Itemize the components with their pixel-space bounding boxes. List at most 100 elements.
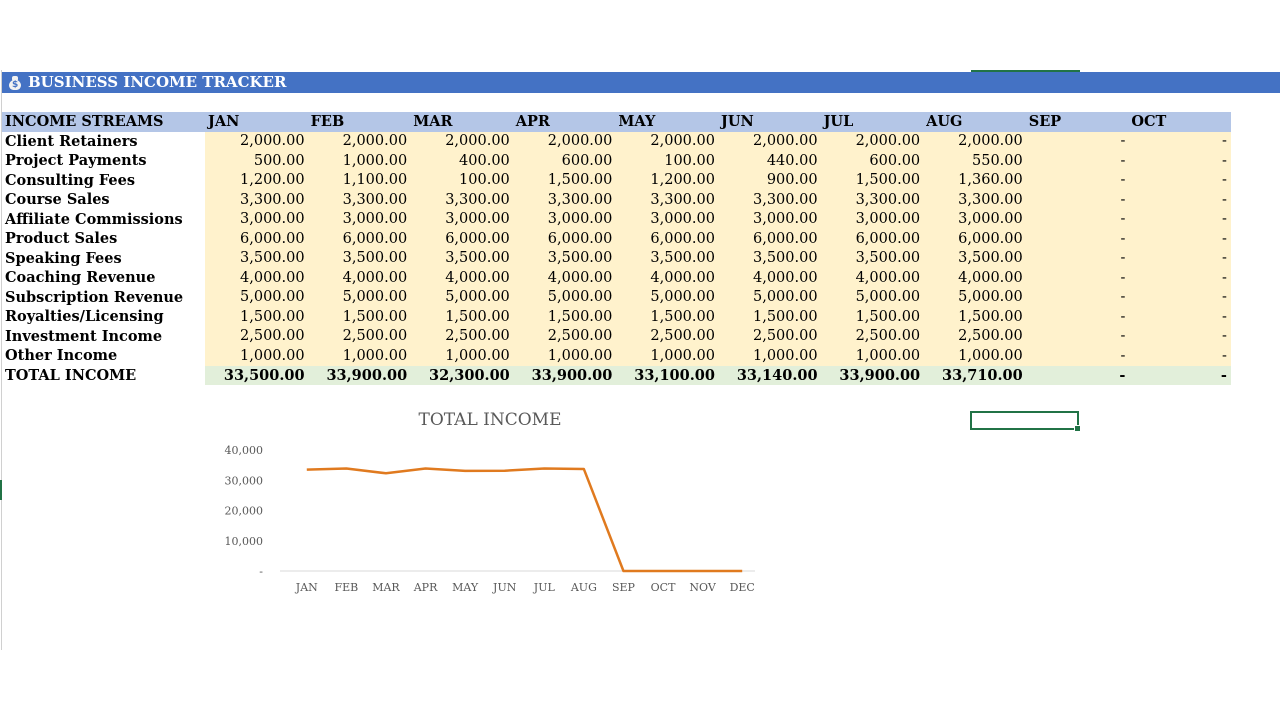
value-cell[interactable]: 1,000.00 bbox=[615, 346, 718, 366]
value-cell[interactable]: 2,500.00 bbox=[410, 326, 513, 346]
value-cell[interactable]: 1,500.00 bbox=[820, 307, 924, 327]
value-cell[interactable]: - bbox=[1128, 151, 1231, 171]
value-cell[interactable]: 2,500.00 bbox=[307, 326, 411, 346]
header-month-jan[interactable]: JAN bbox=[205, 112, 308, 132]
value-cell[interactable]: 1,500.00 bbox=[307, 307, 411, 327]
value-cell[interactable]: 4,000.00 bbox=[820, 268, 924, 288]
value-cell[interactable]: 3,500.00 bbox=[615, 248, 718, 268]
value-cell[interactable]: - bbox=[1128, 268, 1231, 288]
value-cell[interactable]: 6,000.00 bbox=[923, 229, 1026, 249]
header-month-jun[interactable]: JUN bbox=[717, 112, 821, 132]
data-point[interactable] bbox=[344, 466, 348, 470]
value-cell[interactable]: 3,000.00 bbox=[205, 209, 308, 229]
value-cell[interactable]: 3,300.00 bbox=[307, 190, 411, 210]
value-cell[interactable]: 6,000.00 bbox=[512, 229, 616, 249]
value-cell[interactable]: 1,100.00 bbox=[307, 170, 411, 190]
value-cell[interactable]: 5,000.00 bbox=[307, 287, 411, 307]
value-cell[interactable]: 3,000.00 bbox=[615, 209, 718, 229]
data-point[interactable] bbox=[661, 569, 665, 573]
value-cell[interactable]: 4,000.00 bbox=[205, 268, 308, 288]
value-cell[interactable]: 3,000.00 bbox=[410, 209, 513, 229]
value-cell[interactable]: 550.00 bbox=[923, 151, 1026, 171]
value-cell[interactable]: 2,500.00 bbox=[820, 326, 924, 346]
value-cell[interactable]: 2,000.00 bbox=[717, 131, 821, 151]
value-cell[interactable]: - bbox=[1128, 170, 1231, 190]
value-cell[interactable]: 500.00 bbox=[205, 151, 308, 171]
value-cell[interactable]: - bbox=[1025, 229, 1129, 249]
data-point[interactable] bbox=[621, 569, 625, 573]
value-cell[interactable]: - bbox=[1128, 248, 1231, 268]
value-cell[interactable]: - bbox=[1128, 209, 1231, 229]
header-month-apr[interactable]: APR bbox=[512, 112, 616, 132]
header-month-sep[interactable]: SEP bbox=[1025, 112, 1129, 132]
value-cell[interactable]: 3,500.00 bbox=[410, 248, 513, 268]
value-cell[interactable]: 6,000.00 bbox=[717, 229, 821, 249]
row-label[interactable]: Speaking Fees bbox=[5, 249, 122, 267]
value-cell[interactable]: 3,500.00 bbox=[205, 248, 308, 268]
data-point[interactable] bbox=[701, 569, 705, 573]
header-month-jul[interactable]: JUL bbox=[820, 112, 924, 132]
value-cell[interactable]: 5,000.00 bbox=[923, 287, 1026, 307]
value-cell[interactable]: 1,000.00 bbox=[410, 346, 513, 366]
row-label[interactable]: Course Sales bbox=[5, 191, 110, 209]
data-point[interactable] bbox=[740, 569, 744, 573]
value-cell[interactable]: 33,900.00 bbox=[820, 365, 924, 385]
value-cell[interactable]: 5,000.00 bbox=[410, 287, 513, 307]
value-cell[interactable]: 1,500.00 bbox=[205, 307, 308, 327]
value-cell[interactable]: 2,500.00 bbox=[615, 326, 718, 346]
value-cell[interactable]: 3,000.00 bbox=[307, 209, 411, 229]
value-cell[interactable]: 5,000.00 bbox=[820, 287, 924, 307]
value-cell[interactable]: 33,100.00 bbox=[615, 365, 718, 385]
value-cell[interactable]: 1,200.00 bbox=[205, 170, 308, 190]
value-cell[interactable]: 2,000.00 bbox=[512, 131, 616, 151]
value-cell[interactable]: 1,500.00 bbox=[615, 307, 718, 327]
data-point[interactable] bbox=[503, 469, 507, 473]
value-cell[interactable]: - bbox=[1128, 346, 1231, 366]
value-cell[interactable]: - bbox=[1025, 268, 1129, 288]
row-label[interactable]: TOTAL INCOME bbox=[5, 366, 137, 384]
value-cell[interactable]: 1,000.00 bbox=[512, 346, 616, 366]
value-cell[interactable]: - bbox=[1025, 190, 1129, 210]
value-cell[interactable]: 1,000.00 bbox=[820, 346, 924, 366]
value-cell[interactable]: 1,500.00 bbox=[512, 307, 616, 327]
value-cell[interactable]: - bbox=[1025, 307, 1129, 327]
value-cell[interactable]: 5,000.00 bbox=[615, 287, 718, 307]
value-cell[interactable]: 4,000.00 bbox=[512, 268, 616, 288]
value-cell[interactable]: 3,500.00 bbox=[717, 248, 821, 268]
value-cell[interactable]: 4,000.00 bbox=[923, 268, 1026, 288]
value-cell[interactable]: 1,000.00 bbox=[717, 346, 821, 366]
header-month-may[interactable]: MAY bbox=[615, 112, 718, 132]
value-cell[interactable]: 1,360.00 bbox=[923, 170, 1026, 190]
value-cell[interactable]: 33,500.00 bbox=[205, 365, 308, 385]
value-cell[interactable]: 6,000.00 bbox=[820, 229, 924, 249]
value-cell[interactable]: 4,000.00 bbox=[410, 268, 513, 288]
value-cell[interactable]: - bbox=[1128, 229, 1231, 249]
value-cell[interactable]: - bbox=[1128, 190, 1231, 210]
value-cell[interactable]: 3,300.00 bbox=[820, 190, 924, 210]
value-cell[interactable]: 1,000.00 bbox=[205, 346, 308, 366]
value-cell[interactable]: 2,000.00 bbox=[615, 131, 718, 151]
tracker-title-bar[interactable]: $ BUSINESS INCOME TRACKER bbox=[2, 72, 1280, 93]
fill-handle[interactable] bbox=[1074, 425, 1081, 432]
value-cell[interactable]: 3,300.00 bbox=[205, 190, 308, 210]
value-cell[interactable]: 3,000.00 bbox=[820, 209, 924, 229]
header-month-oct[interactable]: OCT bbox=[1128, 112, 1231, 132]
value-cell[interactable]: 33,900.00 bbox=[307, 365, 411, 385]
value-cell[interactable]: - bbox=[1025, 365, 1129, 385]
value-cell[interactable]: 1,500.00 bbox=[512, 170, 616, 190]
value-cell[interactable]: - bbox=[1128, 365, 1231, 385]
value-cell[interactable]: 3,500.00 bbox=[820, 248, 924, 268]
header-month-feb[interactable]: FEB bbox=[307, 112, 411, 132]
value-cell[interactable]: 1,000.00 bbox=[307, 346, 411, 366]
selected-cell[interactable] bbox=[970, 411, 1081, 432]
total-income-chart[interactable]: TOTAL INCOME - 10,000 20,000 30,000 40,000 JA… bbox=[210, 406, 770, 606]
data-point[interactable] bbox=[384, 471, 388, 475]
value-cell[interactable]: 4,000.00 bbox=[615, 268, 718, 288]
value-cell[interactable]: - bbox=[1025, 209, 1129, 229]
value-cell[interactable]: - bbox=[1025, 170, 1129, 190]
value-cell[interactable]: 440.00 bbox=[717, 151, 821, 171]
value-cell[interactable]: 2,500.00 bbox=[717, 326, 821, 346]
header-income-streams[interactable]: INCOME STREAMS bbox=[2, 112, 205, 132]
value-cell[interactable]: - bbox=[1128, 131, 1231, 151]
value-cell[interactable]: 2,000.00 bbox=[205, 131, 308, 151]
